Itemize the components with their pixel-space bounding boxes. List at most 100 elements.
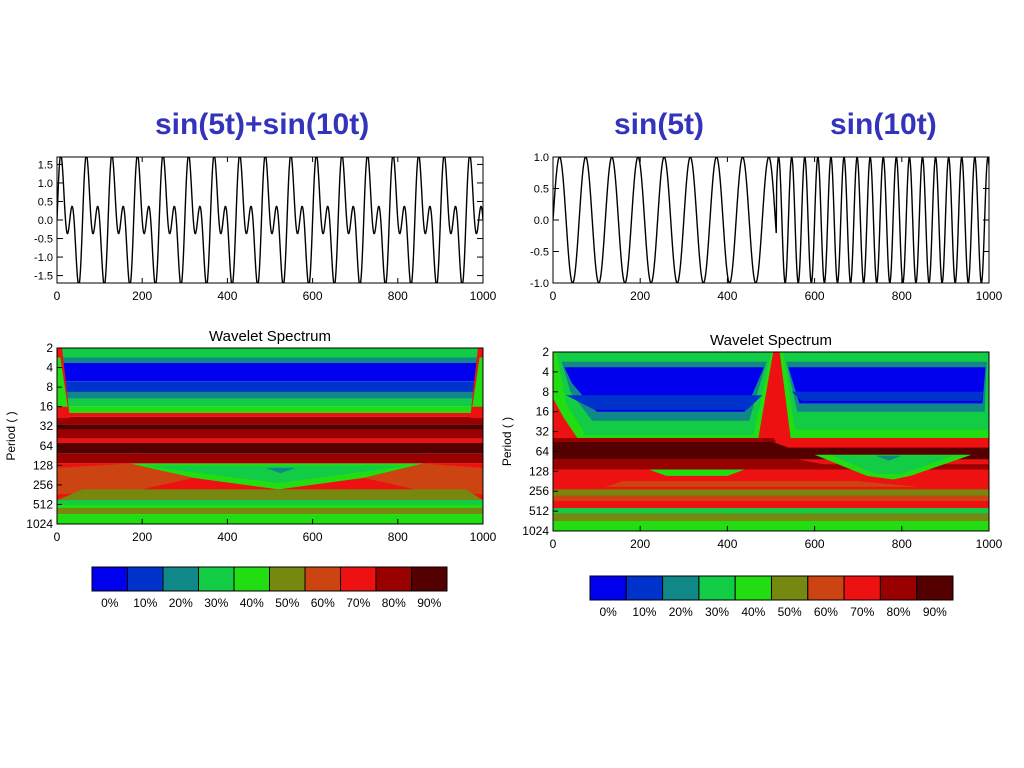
contour-band: [57, 514, 483, 524]
lowfreq-center: [265, 467, 296, 474]
left-wavelet-spectrum-xtick-label: 600: [303, 530, 323, 544]
right-wavelet-spectrum-xtick-label: 400: [717, 537, 737, 551]
left-timeseries-ytick-label: 0.5: [38, 196, 53, 208]
colorbar-label: 40%: [240, 596, 264, 610]
right-wavelet-spectrum-ytick-label: 8: [542, 385, 549, 399]
right-wavelet-spectrum-xtick-label: 200: [630, 537, 650, 551]
left-timeseries-ytick-label: -0.5: [34, 234, 53, 246]
contour-band: [57, 504, 483, 508]
left-wavelet-spectrum-frame: [56, 347, 484, 525]
left-wavelet-spectrum-xtick-label: 800: [388, 530, 408, 544]
left-wavelet-spectrum-plot: Wavelet Spectrum Period ( ) 0 200 400 600 800 1…: [4, 328, 497, 544]
right-wavelet-spectrum-xtick-label: 800: [892, 537, 912, 551]
left-wavelet-spectrum-xtick-label: 400: [217, 530, 237, 544]
colorbar-label: 90%: [923, 605, 947, 619]
colorbar-label: 30%: [705, 605, 729, 619]
left-wavelet-spectrum-ytick-label: 1024: [26, 517, 53, 531]
right-wavelet-spectrum-xtick-label: 0: [550, 537, 557, 551]
contour-band: [57, 500, 483, 505]
right-colorbar: 0% 10% 20% 30% 40% 50% 60% 70% 80% 90%: [589, 575, 954, 619]
colorbar-swatch: [304, 566, 341, 592]
colorbar-label: 70%: [850, 605, 874, 619]
contour-band: [57, 391, 483, 399]
contour-band: [553, 489, 989, 496]
right-wavelet-spectrum-ylabel: Period ( ): [500, 417, 514, 466]
contour-band: [57, 443, 483, 454]
right-timeseries-xtick-label: 400: [717, 289, 737, 303]
contour-band: [553, 495, 989, 502]
contour-band: [553, 508, 989, 514]
colorbar-label: 0%: [101, 596, 119, 610]
lowfreq-band: [605, 481, 920, 487]
colorbar-label: 50%: [275, 596, 299, 610]
contour-band: [57, 398, 483, 407]
left-timeseries-ytick-label: 1.5: [38, 159, 53, 171]
right-timeseries-xtick-label: 200: [630, 289, 650, 303]
right-wavelet-spectrum-xtick-label: 600: [805, 537, 825, 551]
region-left: [566, 395, 763, 410]
coi-right-inner: [472, 357, 483, 407]
contour-band: [57, 429, 483, 439]
lowfreq-base: [57, 489, 483, 501]
left-timeseries-ytick-label: -1.0: [34, 252, 53, 264]
coi-left-inner: [57, 357, 68, 407]
right-timeseries-ytick-label: 0.5: [534, 184, 549, 196]
right-wavelet-spectrum-title: Wavelet Spectrum: [710, 332, 832, 349]
contour-band: [57, 348, 483, 358]
right-wavelet-spectrum-ytick-label: 4: [542, 365, 549, 379]
left-wavelet-spectrum-ytick-label: 256: [33, 478, 53, 492]
right-timeseries-ytick-label: 0.0: [534, 215, 549, 227]
colorbar-label: 60%: [311, 596, 335, 610]
colorbar-label: 20%: [169, 596, 193, 610]
colorbar-swatch: [91, 566, 128, 592]
colorbar-swatch: [625, 575, 664, 601]
lowfreq-side-right: [363, 463, 483, 495]
right-wavelet-spectrum-ytick-label: 128: [529, 464, 549, 478]
lowfreq-center: [875, 455, 902, 461]
right-wavelet-spectrum-ytick-label: 2: [542, 345, 549, 359]
right-timeseries-ytick-label: 1.0: [534, 152, 549, 164]
colorbar-swatch: [879, 575, 918, 601]
left-timeseries-xtick-label: 200: [132, 289, 152, 303]
right-timeseries-xtick-label: 600: [805, 289, 825, 303]
lowfreq-core: [832, 455, 955, 474]
colorbar-label: 70%: [346, 596, 370, 610]
lowfreq-side-left: [57, 463, 194, 495]
left-wavelet-spectrum-contours: [57, 348, 483, 524]
left-wavelet-spectrum-ytick-label: 128: [33, 458, 53, 472]
colorbar-label: 10%: [632, 605, 656, 619]
ridge-60-upper: [553, 438, 777, 442]
contour-band: [57, 453, 483, 464]
left-wavelet-spectrum-ytick-label: 2: [46, 341, 53, 355]
left-wavelet-spectrum-ytick-label: 64: [40, 439, 54, 453]
left-wavelet-spectrum-title: Wavelet Spectrum: [209, 328, 331, 345]
left-timeseries-ytick-label: 0.0: [38, 215, 53, 227]
colorbar-label: 30%: [204, 596, 228, 610]
left-wavelet-spectrum-ylabel: Period ( ): [4, 411, 18, 460]
colorbar-swatch: [411, 566, 448, 592]
left-timeseries-ytick-label: -1.5: [34, 271, 53, 283]
left-wavelet-spectrum-ytick-label: 8: [46, 380, 53, 394]
colorbar-label: 60%: [814, 605, 838, 619]
right-wavelet-spectrum-ytick-label: 32: [536, 425, 550, 439]
left-wavelet-spectrum-ytick-label: 32: [40, 419, 54, 433]
lowfreq-left: [648, 469, 745, 476]
right-timeseries-xtick-label: 1000: [976, 289, 1003, 303]
left-wavelet-spectrum-ytick-label: 512: [33, 497, 53, 511]
contour-band: [57, 412, 483, 417]
colorbar-swatch: [807, 575, 845, 601]
left-timeseries-xtick-label: 1000: [470, 289, 497, 303]
colorbar-label: 80%: [382, 596, 406, 610]
contour-band: [57, 506, 483, 515]
right-wavelet-spectrum-xtick-label: 1000: [976, 537, 1003, 551]
colorbar-swatch: [662, 575, 700, 601]
colorbar-label: 20%: [669, 605, 693, 619]
region-right: [791, 391, 984, 401]
contour-band: [57, 438, 483, 444]
right-timeseries-xtick-label: 800: [892, 289, 912, 303]
right-title-sin10t: sin(10t): [830, 108, 937, 141]
left-timeseries-plot: 0 200 400 600 800 1000 1.5 1.0 0.5 0.0 -0.5 -1.0 -1.…: [34, 156, 497, 303]
right-timeseries-ytick-label: -0.5: [530, 247, 549, 259]
colorbar-swatch: [127, 566, 164, 592]
right-timeseries-plot: 0 200 400 600 800 1000 1.0 0.5 0.0 -0.5 -1.0: [530, 152, 1003, 303]
